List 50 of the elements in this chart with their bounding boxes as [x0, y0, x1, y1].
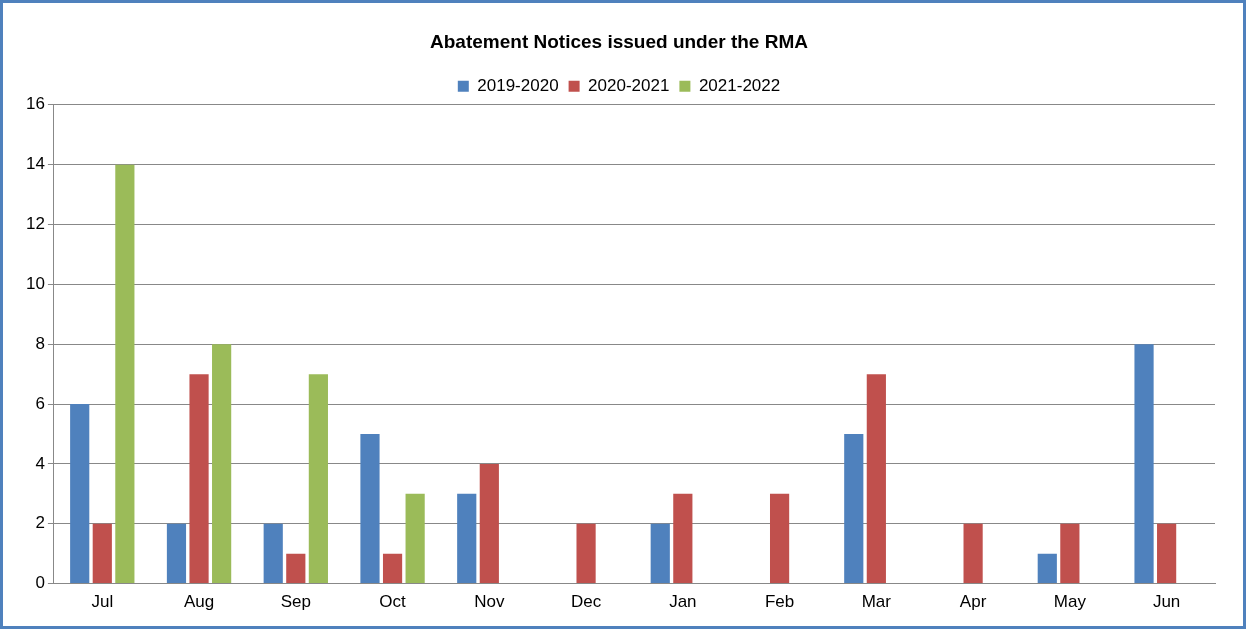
x-tick-label: Mar: [861, 592, 892, 612]
legend-label: 2020-2021: [588, 75, 670, 95]
bar: [286, 553, 306, 584]
bar: [263, 523, 283, 584]
bar: [844, 433, 864, 584]
x-tick-label: Jun: [1152, 592, 1181, 612]
bar: [770, 493, 790, 584]
x-tick-label: Aug: [183, 592, 215, 612]
x-tick-label: Sep: [280, 592, 311, 612]
bar: [479, 463, 499, 584]
bar: [457, 493, 477, 584]
y-tick-label: 2: [35, 513, 45, 533]
y-tick-label: 8: [35, 333, 45, 353]
x-tick-label: Dec: [570, 592, 602, 612]
bar: [673, 493, 693, 584]
bar: [212, 344, 232, 584]
x-tick-label: May: [1053, 592, 1087, 612]
bar: [70, 404, 90, 584]
bar: [963, 523, 983, 584]
y-tick-label: 10: [25, 274, 45, 294]
legend-label: 2019-2020: [477, 75, 559, 95]
x-tick-label: Jan: [669, 592, 697, 612]
bar: [308, 374, 328, 584]
bar: [115, 164, 135, 584]
bar: [166, 523, 187, 584]
bar: [1037, 553, 1057, 584]
y-tick-label: 16: [25, 94, 45, 114]
y-tick-label: 4: [35, 453, 45, 473]
bar: [576, 523, 596, 584]
x-tick-label: Feb: [764, 592, 795, 612]
legend-label: 2021-2022: [698, 75, 781, 95]
y-tick-label: 12: [25, 214, 45, 234]
bar: [360, 433, 380, 584]
bar: [1157, 523, 1177, 584]
bar: [1060, 523, 1080, 584]
bar: [189, 374, 209, 584]
chart-title: Abatement Notices issued under the RMA: [430, 30, 809, 52]
bar: [405, 493, 425, 584]
bar: [866, 374, 886, 584]
bar: [382, 553, 403, 584]
x-tick-label: Oct: [379, 592, 407, 612]
x-tick-label: Jul: [91, 592, 114, 612]
y-tick-label: 6: [35, 393, 45, 413]
bar: [92, 523, 112, 584]
x-tick-label: Nov: [474, 592, 505, 612]
bar: [1134, 344, 1154, 584]
y-tick-label: 14: [25, 154, 45, 174]
bar: [650, 523, 670, 584]
x-tick-label: Apr: [959, 592, 987, 612]
y-tick-label: 0: [35, 573, 45, 593]
